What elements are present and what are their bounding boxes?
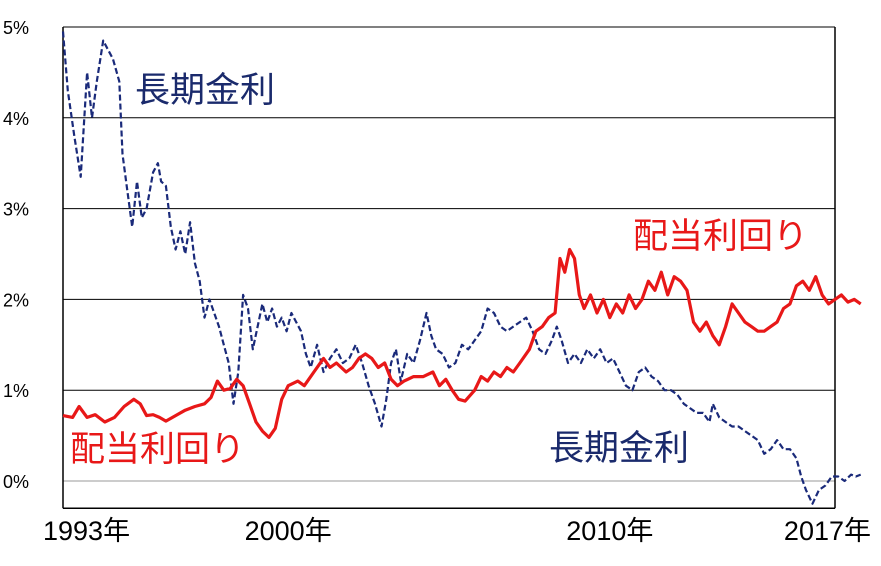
axes — [62, 27, 836, 509]
plot-area — [63, 27, 835, 510]
x-tick-label: 2000年 — [245, 516, 332, 546]
series-line-dividend-yield — [62, 247, 862, 439]
x-tick-labels: 1993年 2000年 2010年 2017年 — [43, 516, 871, 546]
y-tick-label: 1% — [3, 381, 29, 401]
x-tick-label: 2017年 — [784, 516, 871, 546]
y-tick-label: 2% — [3, 290, 29, 310]
y-tick-label: 0% — [3, 472, 29, 492]
y-tick-label: 4% — [3, 109, 29, 129]
series-line-long-term-rate — [61, 31, 862, 505]
annotation-label: 長期金利 — [135, 71, 275, 110]
y-tick-label: 5% — [3, 18, 29, 38]
annotation-label: 配当利回り — [70, 430, 245, 469]
series-lines — [61, 31, 862, 505]
annotation-label: 長期金利 — [549, 429, 689, 468]
x-tick-label: 2010年 — [566, 516, 653, 546]
x-tick-label: 1993年 — [43, 516, 130, 546]
gridlines — [63, 26, 835, 391]
y-tick-labels: 0% 1% 2% 3% 4% 5% — [3, 18, 29, 492]
annotation-label: 配当利回り — [633, 217, 808, 256]
y-tick-label: 3% — [3, 200, 29, 220]
